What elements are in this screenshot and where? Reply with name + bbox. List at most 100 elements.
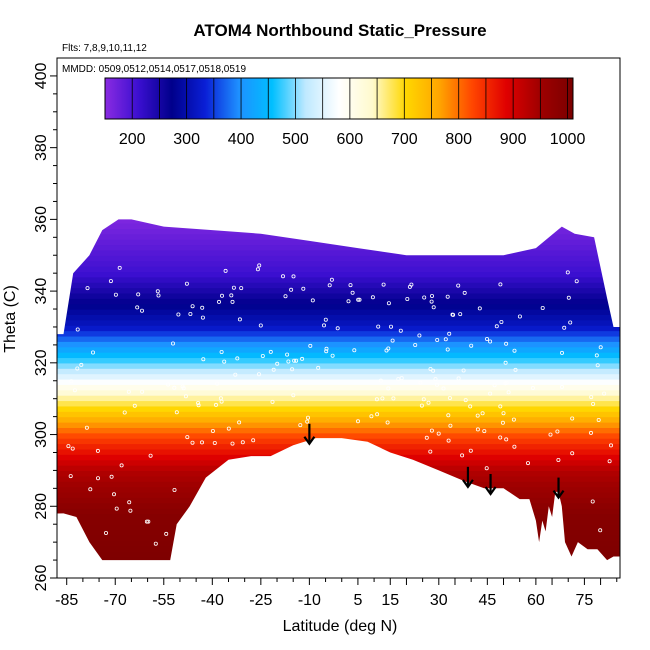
observation-point <box>188 311 193 316</box>
observation-point <box>199 440 204 445</box>
observation-point <box>501 411 506 416</box>
pressure-band <box>57 292 620 299</box>
observation-point <box>498 404 503 409</box>
observation-point <box>566 295 571 300</box>
observation-point <box>540 305 545 310</box>
observation-point <box>469 343 474 348</box>
pressure-band <box>57 309 620 316</box>
observation-point <box>85 286 90 291</box>
observation-point <box>155 289 160 294</box>
profile-arrow <box>462 466 474 489</box>
observation-point <box>370 295 375 300</box>
observation-point <box>180 384 185 389</box>
observation-point <box>223 268 228 273</box>
observation-point <box>327 283 332 288</box>
observation-point <box>378 378 383 383</box>
observation-point <box>350 290 355 295</box>
observation-point <box>511 417 516 422</box>
observation-point <box>72 388 77 393</box>
x-axis-label: Latitude (deg N) <box>283 618 398 635</box>
observation-point <box>456 376 461 381</box>
observation-points <box>66 263 614 546</box>
colorbar-tick-label: 200 <box>119 131 146 148</box>
observation-point <box>226 426 231 431</box>
pressure-band <box>57 341 620 348</box>
pressure-band <box>57 276 620 283</box>
observation-point <box>376 324 381 329</box>
observation-point <box>233 372 238 377</box>
observation-point <box>356 297 361 302</box>
observation-point <box>132 403 137 408</box>
observation-point <box>461 368 466 373</box>
observation-point <box>230 441 235 446</box>
observation-point <box>219 293 224 298</box>
observation-point <box>210 428 215 433</box>
x-tick-label: -10 <box>298 592 321 609</box>
observation-point <box>268 349 273 354</box>
colorbar-tick-label: 500 <box>282 131 309 148</box>
observation-point <box>431 305 436 310</box>
observation-point <box>460 453 465 458</box>
observation-point <box>526 461 531 466</box>
observation-point <box>499 319 504 324</box>
observation-point <box>135 305 140 310</box>
pressure-band <box>57 411 620 418</box>
observation-point <box>488 391 493 396</box>
observation-point <box>270 399 275 404</box>
pressure-band <box>57 378 620 385</box>
observation-point <box>596 417 601 422</box>
observation-point <box>170 341 175 346</box>
observation-point <box>196 403 201 408</box>
observation-point <box>570 451 575 456</box>
pressure-band <box>57 255 620 262</box>
y-tick-label: 400 <box>33 62 50 89</box>
plot-field <box>57 58 620 578</box>
observation-point <box>237 317 242 322</box>
observation-point <box>446 413 451 418</box>
observation-point <box>421 397 426 402</box>
observation-point <box>127 500 132 505</box>
y-tick-label: 360 <box>33 206 50 233</box>
observation-point <box>139 308 144 313</box>
pressure-band <box>57 362 620 369</box>
observation-point <box>463 398 468 403</box>
colorbar: 200 300 400 500 600 700 800 900 1000 <box>104 77 585 148</box>
observation-point <box>75 366 80 371</box>
observation-point <box>219 399 224 404</box>
pressure-band <box>57 325 620 332</box>
pressure-band <box>57 303 620 310</box>
colorbar-tick-label: 600 <box>337 131 364 148</box>
pressure-band <box>57 405 620 412</box>
pressure-band <box>57 287 620 294</box>
observation-point <box>291 393 296 398</box>
observation-point <box>164 531 169 536</box>
observation-point <box>475 413 480 418</box>
observation-point <box>229 293 234 298</box>
observation-point <box>375 412 380 417</box>
observation-point <box>108 279 113 284</box>
observation-point <box>468 448 473 453</box>
observation-point <box>598 528 603 533</box>
observation-point <box>594 353 599 358</box>
observation-point <box>231 285 236 290</box>
observation-point <box>215 381 220 386</box>
observation-point <box>70 446 75 451</box>
observation-point <box>441 386 446 391</box>
observation-point <box>424 435 429 440</box>
observation-point <box>591 401 596 406</box>
observation-point <box>369 414 374 419</box>
observation-point <box>407 284 412 289</box>
observation-point <box>128 508 133 513</box>
observation-point <box>308 343 313 348</box>
colorbar-gradient <box>104 77 574 120</box>
observation-point <box>176 312 181 317</box>
observation-point <box>300 356 305 361</box>
observation-point <box>256 372 261 377</box>
lower-data-boundary <box>57 438 620 578</box>
y-tick-label: 380 <box>33 134 50 161</box>
observation-point <box>456 283 461 288</box>
x-tick-label: 5 <box>353 592 362 609</box>
observation-point <box>422 295 427 300</box>
observation-point <box>136 292 141 297</box>
profile-arrow <box>484 474 497 496</box>
